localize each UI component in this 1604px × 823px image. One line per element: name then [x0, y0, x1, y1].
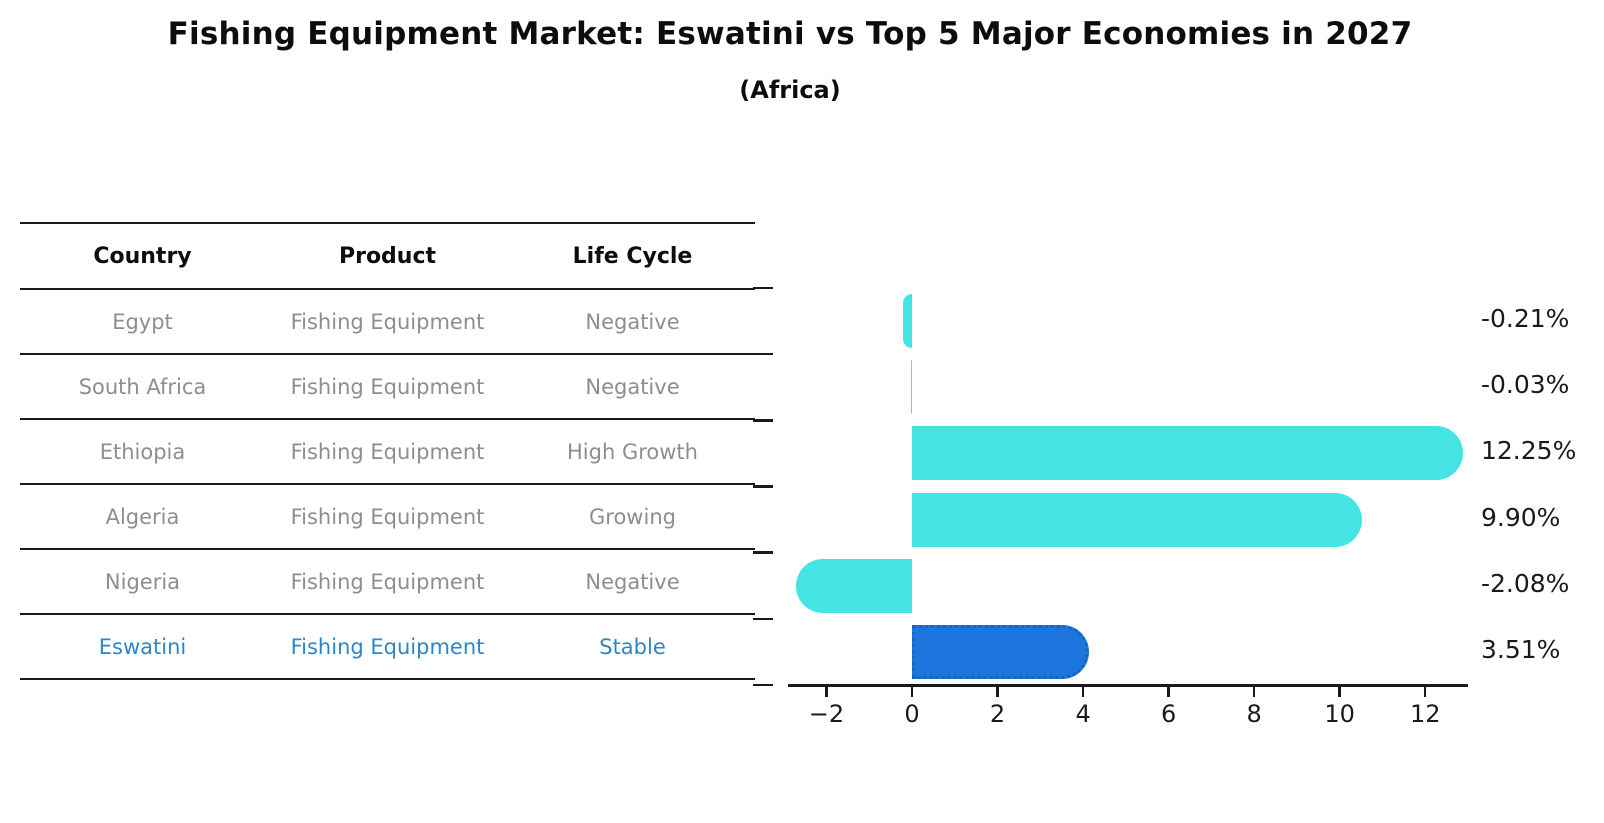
table-body: Egypt Fishing Equipment Negative South Afri…	[20, 290, 755, 680]
x-axis-tick-label: 0	[904, 700, 920, 728]
bar-highlight-eswatini	[912, 624, 1090, 679]
x-axis-tick-label: 8	[1246, 700, 1262, 728]
x-axis-tick	[996, 686, 999, 697]
y-axis-tick	[753, 617, 773, 621]
table-row: Egypt Fishing Equipment Negative	[20, 290, 755, 355]
column-header-country: Country	[93, 243, 192, 269]
table-cell-life-cycle: Negative	[585, 374, 680, 399]
value-label: 3.51%	[1481, 634, 1561, 664]
table-cell-life-cycle: Negative	[585, 569, 680, 594]
table-cell-country: South Africa	[78, 374, 207, 399]
x-axis-tick	[1167, 686, 1170, 697]
value-label: 9.90%	[1481, 502, 1561, 532]
value-label: 12.25%	[1481, 436, 1577, 466]
bar-south-africa	[910, 360, 913, 415]
table-cell-product: Fishing Equipment	[290, 374, 485, 399]
title-block: Fishing Equipment Market: Eswatini vs To…	[0, 0, 1580, 104]
y-axis-tick	[753, 485, 773, 488]
x-axis-tick-label: 6	[1160, 700, 1177, 728]
column-header-lifecycle: Life Cycle	[572, 243, 693, 269]
table-cell-product: Fishing Equipment	[290, 309, 485, 334]
table-cell-country: Egypt	[112, 309, 173, 334]
value-label: -0.03%	[1481, 370, 1570, 400]
y-axis-tick	[753, 551, 773, 554]
table-row: South Africa Fishing Equipment Negative	[20, 355, 755, 420]
x-axis-tick	[1081, 686, 1085, 697]
table-header-row: Country Product Life Cycle	[20, 224, 755, 290]
x-axis-tick	[1423, 686, 1427, 697]
column-header-product: Product	[338, 243, 437, 269]
table-cell-country: Eswatini	[98, 634, 187, 659]
bar-algeria	[912, 492, 1363, 547]
table-cell-life-cycle: High Growth	[567, 439, 698, 464]
table-cell-product: Fishing Equipment	[290, 569, 485, 594]
table-row: Eswatini Fishing Equipment Stable	[20, 615, 755, 680]
page-subtitle: (Africa)	[739, 76, 841, 104]
value-label: -0.21%	[1481, 304, 1570, 334]
y-axis-tick	[753, 352, 773, 356]
x-axis-tick-label: 10	[1324, 700, 1355, 728]
table-cell-product: Fishing Equipment	[290, 439, 485, 464]
value-label: -2.08%	[1481, 568, 1570, 598]
table-cell-life-cycle: Growing	[589, 504, 676, 529]
x-axis-tick-label: 12	[1409, 700, 1441, 728]
table-cell-country: Nigeria	[104, 569, 181, 594]
table-row: Ethiopia Fishing Equipment High Growth	[20, 420, 755, 485]
table-cell-country: Ethiopia	[99, 439, 186, 464]
x-axis-tick	[1338, 686, 1341, 697]
x-axis-line	[788, 683, 1468, 687]
table-row: Nigeria Fishing Equipment Negative	[20, 550, 755, 615]
comparison-table: Country Product Life Cycle Egypt Fishing …	[20, 222, 755, 680]
page-title: Fishing Equipment Market: Eswatini vs To…	[167, 16, 1413, 52]
x-axis-tick-label: 4	[1075, 700, 1091, 728]
x-axis-tick	[1252, 686, 1256, 697]
y-axis-tick	[753, 286, 773, 290]
x-axis-tick-label: −2	[808, 700, 845, 728]
x-axis-tick	[825, 686, 828, 697]
y-axis-tick	[753, 419, 773, 422]
table-cell-country: Algeria	[105, 504, 180, 529]
table-cell-product: Fishing Equipment	[290, 504, 485, 529]
table-cell-life-cycle: Stable	[599, 634, 666, 659]
table-cell-product: Fishing Equipment	[290, 634, 485, 659]
x-axis-tick	[910, 686, 914, 697]
bar-ethiopia	[912, 426, 1463, 481]
bar-nigeria	[796, 558, 913, 613]
y-axis-tick	[753, 683, 773, 687]
table-row: Algeria Fishing Equipment Growing	[20, 485, 755, 550]
bar-egypt	[903, 294, 912, 349]
x-axis-tick-label: 2	[989, 700, 1006, 728]
table-cell-life-cycle: Negative	[585, 309, 680, 334]
